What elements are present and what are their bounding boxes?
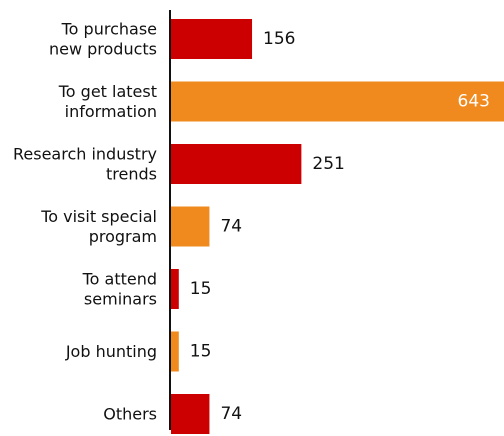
value-label-4: 15	[190, 279, 212, 299]
category-label-line: Research industry	[13, 145, 157, 164]
value-label-3: 74	[220, 217, 242, 237]
value-label-6: 74	[220, 404, 242, 424]
bar-2	[171, 144, 302, 184]
category-label-line: new products	[49, 40, 157, 59]
value-label-2: 251	[312, 154, 344, 174]
bar-0	[171, 19, 253, 59]
bars-group	[171, 19, 504, 434]
category-label-4: To attend seminars	[82, 270, 157, 309]
category-label-line: To purchase	[61, 20, 157, 39]
category-label-5: Job hunting	[65, 342, 157, 361]
bar-6	[171, 394, 210, 434]
value-label-0: 156	[263, 29, 295, 49]
value-label-5: 15	[190, 342, 212, 362]
category-label-1: To get latest information	[58, 82, 157, 121]
category-label-0: To purchase new products	[49, 20, 157, 59]
category-label-line: To attend	[82, 270, 157, 289]
category-label-line: Others	[103, 405, 157, 424]
bar-4	[171, 269, 179, 309]
category-label-line: To get latest	[58, 82, 157, 101]
value-label-1: 643	[458, 92, 490, 112]
category-label-line: program	[89, 227, 157, 246]
category-label-3: To visit special program	[40, 207, 157, 246]
category-label-6: Others	[103, 405, 157, 424]
value-labels-group: 156 643 251 74 15 15 74	[190, 29, 490, 424]
category-label-line: information	[65, 102, 157, 121]
bar-3	[171, 206, 210, 247]
category-label-line: To visit special	[40, 207, 157, 226]
bar-5	[171, 331, 179, 372]
bar-1	[171, 81, 504, 122]
category-labels-group: To purchase new products To get latest info…	[13, 20, 157, 424]
category-label-2: Research industry trends	[13, 145, 157, 184]
category-label-line: trends	[106, 165, 157, 184]
category-label-line: Job hunting	[65, 342, 157, 361]
category-label-line: seminars	[84, 290, 157, 309]
